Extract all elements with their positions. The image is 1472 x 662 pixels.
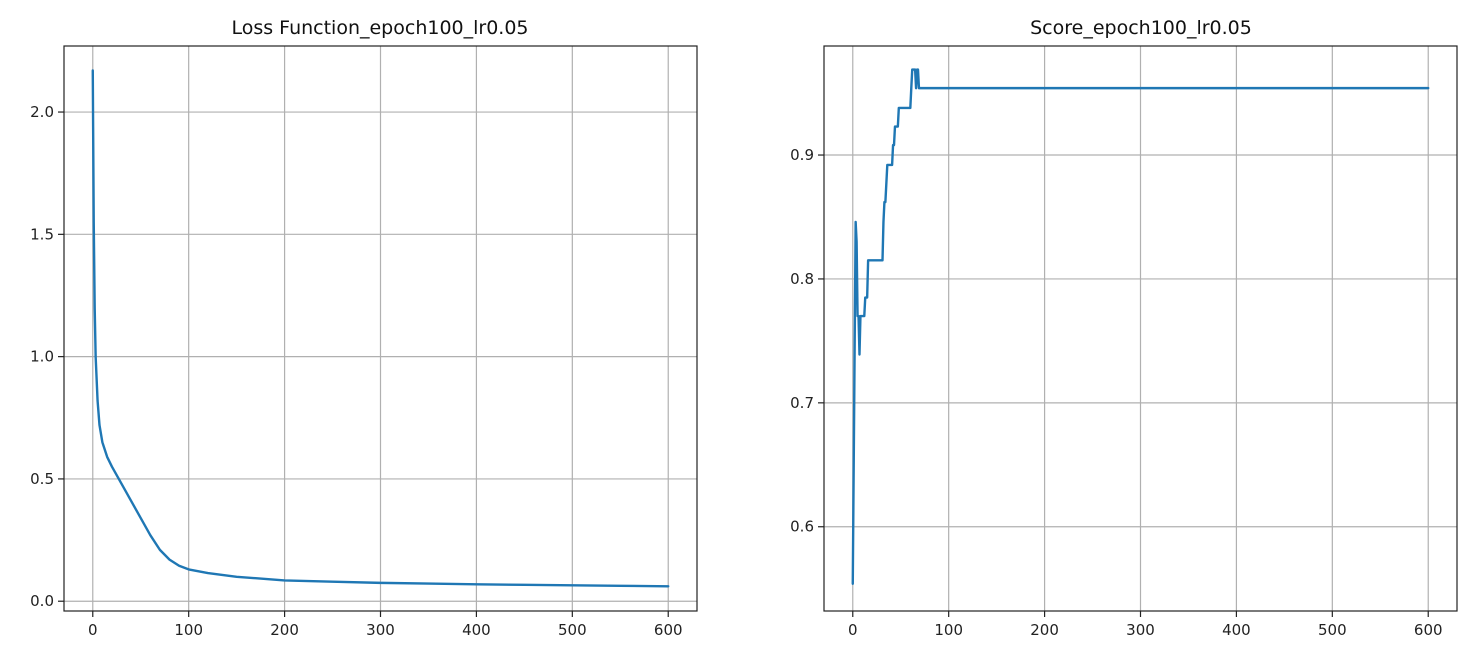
chart-title: Loss Function_epoch100_lr0.05 [231, 17, 528, 39]
x-tick-label: 400 [1222, 621, 1251, 639]
y-tick-label: 0.6 [790, 518, 814, 536]
y-tick-label: 0.0 [30, 592, 54, 610]
chart-score: Score_epoch100_lr0.05 0 100 200 300 400 500 60… [790, 17, 1458, 639]
y-tick-label: 0.5 [30, 470, 54, 488]
series-line [91, 69, 670, 588]
x-tick-label: 600 [654, 621, 683, 639]
y-tick-label: 0.9 [790, 146, 814, 164]
x-tick-label: 500 [558, 621, 587, 639]
x-tick-label: 0 [848, 621, 858, 639]
x-tick-label: 500 [1318, 621, 1347, 639]
x-tick-label: 300 [1126, 621, 1155, 639]
x-tick-label: 200 [1030, 621, 1059, 639]
x-tick-label: 400 [462, 621, 491, 639]
y-tick-label: 0.8 [790, 270, 814, 288]
x-tick-label: 600 [1414, 621, 1443, 639]
chart-loss-function: Loss Function_epoch100_lr0.05 0 100 200 300… [30, 17, 698, 639]
y-tick-label: 1.0 [30, 348, 54, 366]
y-tick-label: 1.5 [30, 225, 54, 243]
series-line [851, 68, 1430, 585]
x-tick-label: 100 [934, 621, 963, 639]
y-tick-label: 0.7 [790, 394, 814, 412]
y-tick-label: 2.0 [30, 103, 54, 121]
x-tick-label: 200 [270, 621, 299, 639]
chart-title: Score_epoch100_lr0.05 [1030, 17, 1252, 39]
x-tick-label: 300 [366, 621, 395, 639]
x-tick-label: 0 [88, 621, 98, 639]
x-tick-label: 100 [174, 621, 203, 639]
